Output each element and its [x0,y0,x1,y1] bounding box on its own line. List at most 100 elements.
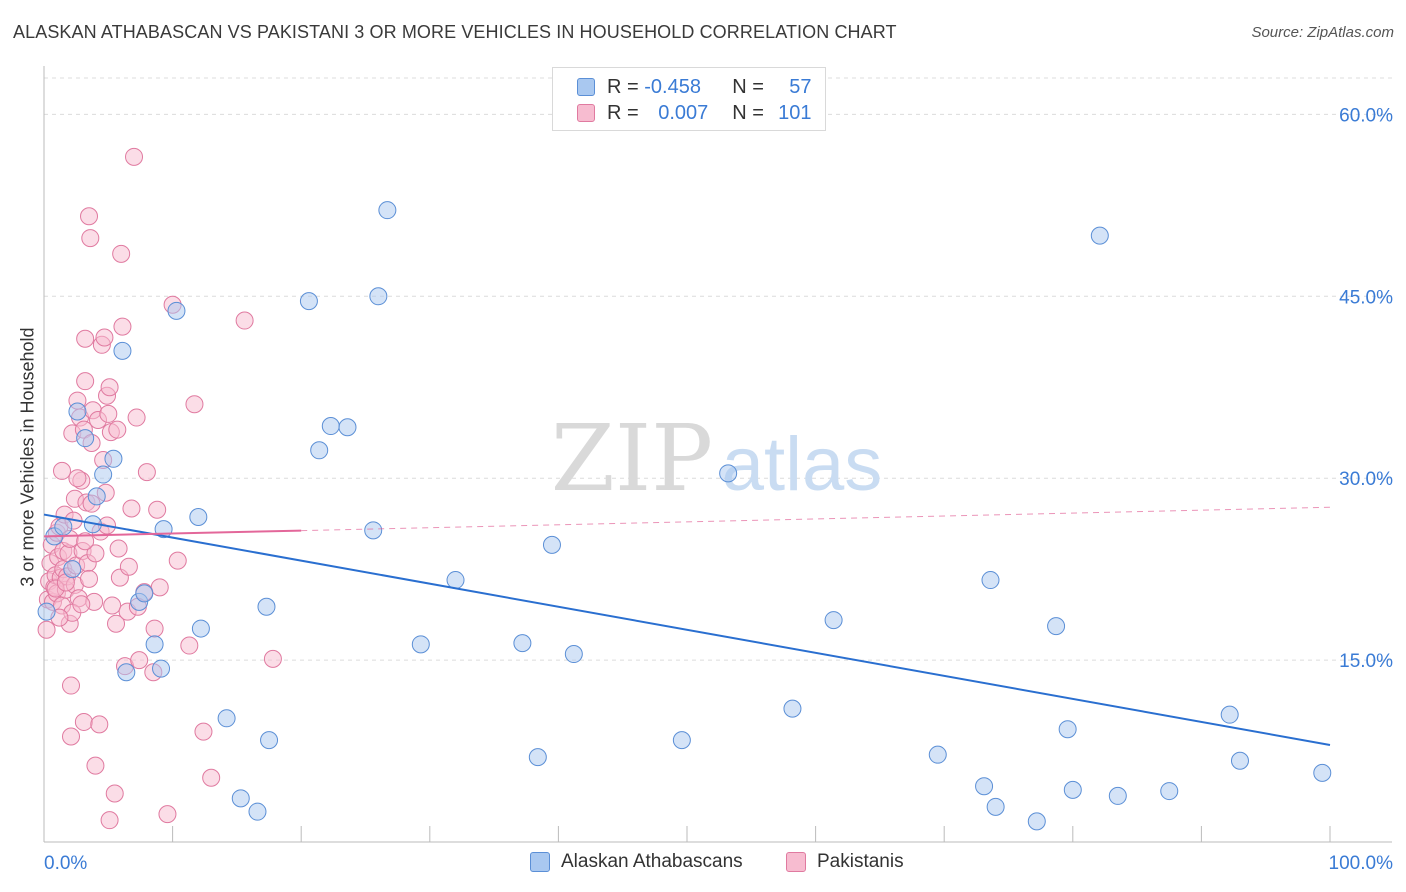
data-point [53,461,72,480]
data-point [981,571,1000,590]
data-point [263,649,282,668]
legend-item-alaskan: Alaskan Athabascans [530,851,743,873]
y-tick-label: 15.0% [1339,651,1393,672]
legend-r-value: -0.458 [644,75,701,98]
data-point [80,569,99,588]
y-axis-label: 3 or more Vehicles in Household [17,327,38,587]
legend-n-label: N = [732,101,764,124]
data-point [108,420,127,439]
data-point [235,311,254,330]
data-point [109,539,128,558]
data-point [928,745,947,764]
y-tick-label: 45.0% [1339,287,1393,308]
data-point [1230,751,1249,770]
data-point [446,571,465,590]
data-point [148,500,167,519]
data-point [986,797,1005,816]
data-point [119,557,138,576]
data-point [260,731,279,750]
legend-row-alaskan: R = -0.458 N = 57 [577,74,812,100]
data-point [145,635,164,654]
data-point [1047,617,1066,636]
data-point [76,372,95,391]
axes [43,66,1392,843]
x-tick-label: 0.0% [44,853,87,874]
data-point [62,676,81,695]
data-point [62,727,81,746]
legend-r-label: R = [607,101,639,124]
data-point [369,287,388,306]
source-label: Source: ZipAtlas.com [1251,24,1394,41]
series-alaskan-athabascans [37,201,1332,831]
data-point [74,712,93,731]
data-point [310,441,329,460]
data-point [158,805,177,824]
data-point [180,636,199,655]
data-point [127,408,146,427]
legend-swatch-alaskan [530,852,550,872]
data-point [99,404,118,423]
legend-r-label: R = [607,75,639,98]
data-point [125,147,144,166]
data-point [217,709,236,728]
data-point [513,634,532,653]
data-point [189,507,208,526]
data-point [103,596,122,615]
trend-line-pakistani-dashed [301,506,1331,532]
data-point [321,417,340,436]
legend-item-pakistani: Pakistanis [786,851,904,873]
data-point [122,499,141,518]
data-point [338,418,357,437]
data-point [299,292,318,311]
data-point [100,378,119,397]
data-point [185,395,204,414]
data-point [167,301,186,320]
trend-lines [43,506,1331,746]
data-point [87,487,106,506]
y-tick-label: 30.0% [1339,469,1393,490]
watermark-atlas: atlas [722,422,883,507]
data-point [95,328,114,347]
data-point [145,619,164,638]
data-point [194,722,213,741]
data-point [113,341,132,360]
legend-swatch-alaskan [577,78,595,96]
data-point [1027,812,1046,831]
series-legend: Alaskan Athabascans Pakistanis [0,851,1406,877]
correlation-legend: R = -0.458 N = 57 R = 0.007 N = 101 [552,67,826,131]
y-tick-label: 60.0% [1339,105,1393,126]
data-point [168,551,187,570]
data-point [81,229,100,248]
data-point [719,464,738,483]
legend-r-value: 0.007 [658,101,709,124]
data-point [37,620,56,639]
data-point [152,659,171,678]
data-point [76,532,95,551]
x-tick-label: 100.0% [1329,853,1394,874]
data-point [86,544,105,563]
data-point [202,768,221,787]
data-point [150,578,169,597]
watermark: ZIP atlas [551,405,882,512]
data-point [1090,226,1109,245]
data-point [528,748,547,767]
legend-n-label: N = [732,75,764,98]
data-point [783,699,802,718]
data-point [364,521,383,540]
data-point [1160,782,1179,801]
legend-swatch-pakistani [577,104,595,122]
data-point [135,584,154,603]
data-point [248,802,267,821]
data-point [113,317,132,336]
data-point [378,201,397,220]
data-point [68,469,87,488]
data-point [86,756,105,775]
legend-n-value: 57 [789,75,812,98]
series-pakistanis [37,147,282,830]
watermark-zip: ZIP [551,405,713,512]
legend-swatch-pakistani [786,852,806,872]
y-tick-labels: 15.0% 30.0% 45.0% 60.0% [1339,105,1393,672]
data-point [672,731,691,750]
legend-label-pakistani: Pakistanis [817,851,904,872]
